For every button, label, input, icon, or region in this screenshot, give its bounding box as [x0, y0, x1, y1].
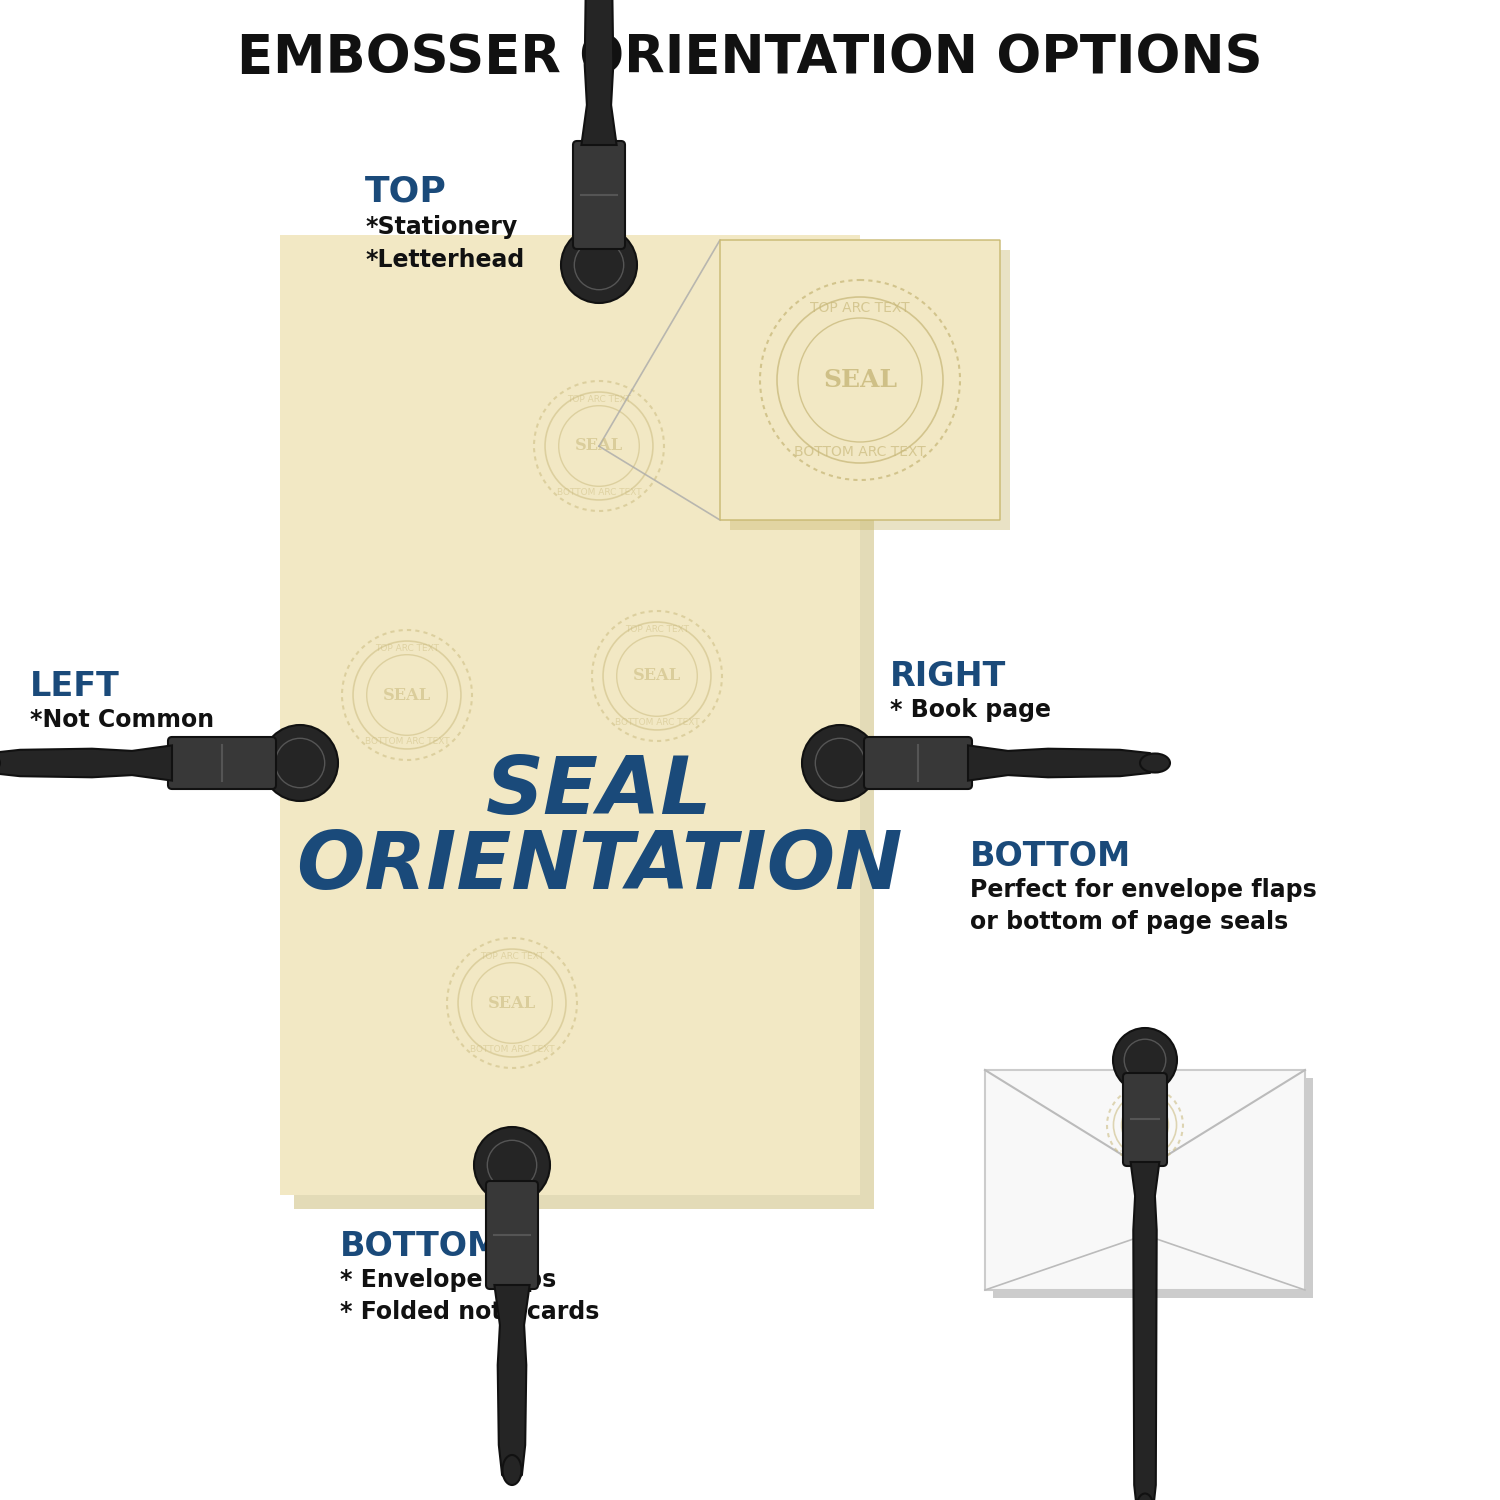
- Circle shape: [262, 724, 338, 801]
- Circle shape: [1113, 1028, 1178, 1092]
- Text: TOP ARC TEXT: TOP ARC TEXT: [375, 644, 440, 652]
- Text: * Folded note cards: * Folded note cards: [340, 1300, 600, 1324]
- Text: EMBOSSER ORIENTATION OPTIONS: EMBOSSER ORIENTATION OPTIONS: [237, 32, 1263, 84]
- Text: BOTTOM ARC TEXT: BOTTOM ARC TEXT: [364, 738, 450, 747]
- Text: TOP ARC TEXT: TOP ARC TEXT: [626, 624, 688, 633]
- Ellipse shape: [1137, 1494, 1154, 1500]
- Text: TOP ARC TEXT: TOP ARC TEXT: [810, 302, 910, 315]
- Text: or bottom of page seals: or bottom of page seals: [970, 910, 1288, 934]
- Text: BOTTOM ARC TEXT: BOTTOM ARC TEXT: [794, 446, 926, 459]
- Polygon shape: [495, 1286, 530, 1484]
- Text: TOP ARC TEXT: TOP ARC TEXT: [480, 951, 544, 960]
- Ellipse shape: [1140, 753, 1170, 772]
- Text: RIGHT: RIGHT: [890, 660, 1007, 693]
- FancyBboxPatch shape: [1124, 1072, 1167, 1166]
- Polygon shape: [0, 746, 172, 780]
- Circle shape: [561, 226, 638, 303]
- Text: TOP ARC TEXT: TOP ARC TEXT: [567, 394, 632, 404]
- Text: SEAL: SEAL: [1131, 1120, 1160, 1130]
- FancyBboxPatch shape: [730, 251, 1010, 530]
- Text: *Stationery: *Stationery: [364, 214, 518, 238]
- Text: SEAL: SEAL: [633, 668, 681, 684]
- Text: SEAL: SEAL: [486, 753, 712, 831]
- Text: SEAL: SEAL: [574, 438, 622, 454]
- Circle shape: [474, 1126, 550, 1203]
- Text: BOTTOM: BOTTOM: [970, 840, 1131, 873]
- Circle shape: [802, 724, 877, 801]
- FancyBboxPatch shape: [486, 1180, 538, 1288]
- Text: BOTTOM ARC TEXT: BOTTOM ARC TEXT: [556, 489, 642, 498]
- FancyBboxPatch shape: [720, 240, 1000, 520]
- Text: * Book page: * Book page: [890, 698, 1052, 721]
- FancyBboxPatch shape: [280, 236, 859, 1196]
- Polygon shape: [582, 0, 616, 146]
- FancyBboxPatch shape: [864, 736, 972, 789]
- Text: TOP ARC TEXT: TOP ARC TEXT: [1125, 1095, 1164, 1100]
- Text: *Not Common: *Not Common: [30, 708, 214, 732]
- FancyBboxPatch shape: [294, 249, 874, 1209]
- Text: ORIENTATION: ORIENTATION: [296, 828, 903, 906]
- FancyBboxPatch shape: [986, 1070, 1305, 1290]
- Ellipse shape: [503, 1455, 522, 1485]
- Text: BOTTOM ARC TEXT: BOTTOM ARC TEXT: [470, 1046, 555, 1054]
- Text: Perfect for envelope flaps: Perfect for envelope flaps: [970, 878, 1317, 902]
- Text: SEAL: SEAL: [488, 994, 536, 1011]
- FancyBboxPatch shape: [993, 1078, 1312, 1298]
- FancyBboxPatch shape: [573, 141, 626, 249]
- Text: BOTTOM ARC TEXT: BOTTOM ARC TEXT: [615, 718, 699, 728]
- Text: SEAL: SEAL: [382, 687, 430, 703]
- Text: SEAL: SEAL: [824, 368, 897, 392]
- Text: * Envelope flaps: * Envelope flaps: [340, 1268, 556, 1292]
- Text: TOP: TOP: [364, 176, 447, 208]
- Text: BOTTOM: BOTTOM: [340, 1230, 501, 1263]
- Text: *Letterhead: *Letterhead: [364, 248, 525, 272]
- Polygon shape: [968, 746, 1158, 780]
- Polygon shape: [1131, 1162, 1160, 1500]
- Text: BOTTOM ARC TEXT: BOTTOM ARC TEXT: [1119, 1150, 1170, 1155]
- FancyBboxPatch shape: [168, 736, 276, 789]
- Text: LEFT: LEFT: [30, 670, 120, 704]
